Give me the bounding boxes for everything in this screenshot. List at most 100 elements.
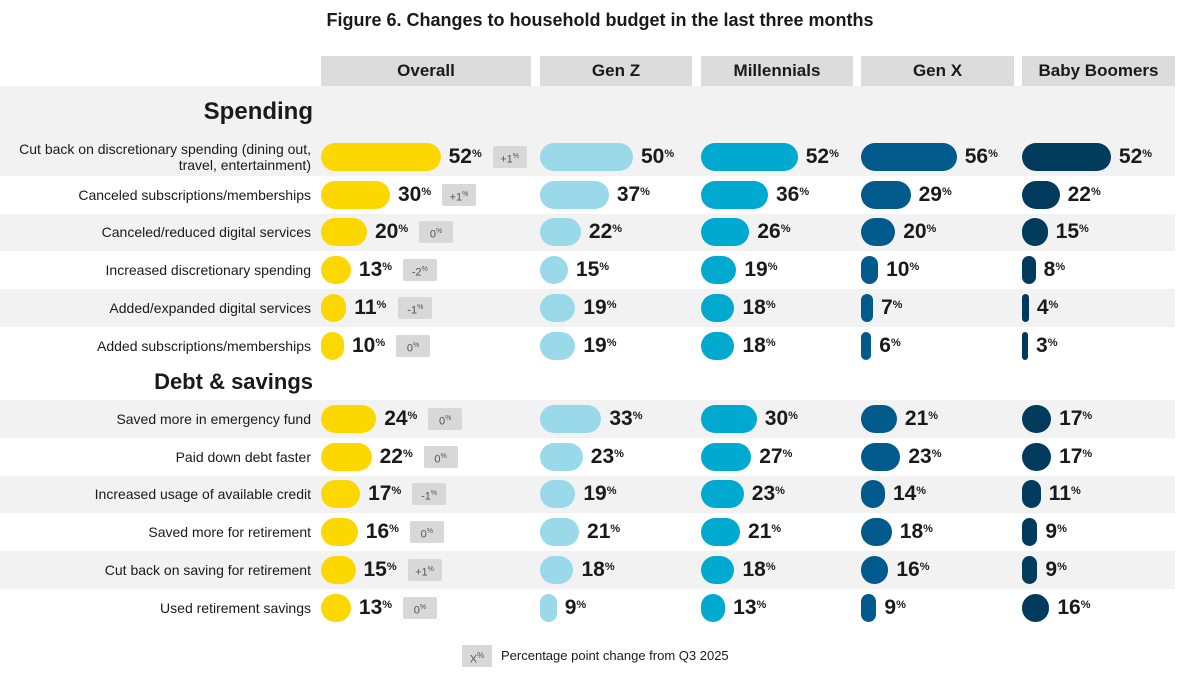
data-label: 20% — [903, 220, 937, 244]
data-label: 16% — [896, 557, 930, 581]
bar — [540, 593, 557, 622]
chart-title: Figure 6. Changes to household budget in… — [326, 10, 874, 30]
bar — [540, 293, 576, 322]
bar — [701, 405, 757, 433]
data-label: 9% — [1045, 520, 1067, 544]
data-label: 18% — [581, 557, 615, 581]
bar — [861, 442, 901, 471]
bar — [321, 180, 390, 209]
data-label: 14% — [892, 482, 927, 506]
data-label: 16% — [1057, 595, 1091, 619]
change-badge: +1% — [492, 146, 527, 168]
bar — [1022, 593, 1050, 622]
data-label: 20% — [375, 220, 409, 244]
bar — [861, 555, 889, 584]
data-label: 11% — [354, 295, 387, 319]
change-badge: -1% — [412, 483, 447, 506]
change-badge: 0% — [409, 521, 444, 544]
data-label: 10% — [886, 258, 920, 282]
data-label: 17% — [1059, 444, 1093, 468]
bar — [321, 555, 356, 584]
row-label: Added/expanded digital services — [109, 299, 311, 316]
header-band — [0, 86, 1175, 138]
bar — [701, 518, 741, 547]
bar — [701, 593, 726, 622]
data-label: 50% — [641, 145, 675, 168]
bar — [701, 143, 798, 171]
row-band — [0, 289, 1175, 327]
bar — [861, 180, 911, 209]
bar — [1022, 218, 1048, 247]
bar — [321, 331, 344, 360]
data-label: 6% — [879, 333, 901, 357]
bar — [701, 180, 768, 209]
data-label: 7% — [880, 295, 903, 319]
bar — [861, 518, 892, 547]
row-label: Canceled subscriptions/memberships — [78, 186, 311, 203]
bar — [861, 143, 957, 171]
change-badge: -2% — [402, 259, 437, 282]
row-label: Cut back on saving for retirement — [104, 561, 311, 578]
bar — [540, 180, 609, 209]
change-badge: -1% — [398, 296, 433, 319]
legend-text: Percentage point change from Q3 2025 — [501, 648, 729, 663]
bar — [701, 256, 737, 285]
bar — [1022, 180, 1060, 209]
bar — [861, 480, 885, 509]
data-label: 13% — [358, 595, 393, 619]
bar — [861, 293, 873, 322]
bar — [540, 405, 602, 433]
bar — [861, 218, 896, 247]
data-label: 52% — [1118, 145, 1153, 168]
section-label: Debt & savings — [154, 369, 313, 394]
bar — [701, 555, 735, 584]
bar — [540, 218, 581, 247]
bar — [861, 256, 879, 285]
bar — [321, 593, 351, 622]
data-label: 33% — [609, 407, 643, 430]
data-label: 23% — [751, 482, 785, 506]
data-label: 11% — [1048, 482, 1081, 506]
data-label: 15% — [575, 258, 610, 282]
row-label: Increased usage of available credit — [94, 486, 311, 503]
bar — [321, 442, 372, 471]
bar — [540, 442, 583, 471]
legend-swatch: X% — [462, 645, 492, 667]
bar — [1022, 293, 1029, 322]
data-label: 18% — [742, 333, 776, 357]
bar — [540, 518, 580, 547]
bar — [540, 256, 568, 285]
data-label: 9% — [1045, 557, 1067, 581]
bar — [1022, 480, 1041, 509]
data-label: 52% — [448, 145, 482, 168]
change-badge: 0% — [402, 596, 437, 619]
bar — [1022, 442, 1052, 471]
bar — [540, 480, 576, 509]
bar — [1022, 331, 1028, 360]
data-label: 23% — [908, 444, 942, 468]
row-label: Canceled/reduced digital services — [101, 224, 311, 241]
change-badge: 0% — [428, 408, 463, 430]
data-label: 15% — [1055, 220, 1089, 244]
data-label: 30% — [398, 182, 432, 206]
bar — [321, 256, 351, 285]
data-label: 4% — [1036, 295, 1059, 319]
change-badge: +1% — [407, 558, 442, 581]
data-label: 10% — [352, 333, 386, 357]
bar — [1022, 555, 1038, 584]
row-label: Paid down debt faster — [175, 448, 311, 465]
column-header-baby-boomers: Baby Boomers — [1022, 56, 1175, 86]
bar — [1022, 405, 1052, 433]
row-band — [0, 475, 1175, 514]
row-label: Added subscriptions/memberships — [97, 337, 311, 354]
change-badge: +1% — [442, 183, 476, 206]
bar — [540, 555, 574, 584]
data-label: 22% — [588, 220, 623, 244]
row-label: Increased discretionary spending — [105, 262, 311, 279]
data-label: 16% — [365, 520, 399, 544]
bar — [321, 143, 441, 171]
row-band — [0, 551, 1175, 589]
bar — [1022, 143, 1111, 171]
data-label: 21% — [904, 407, 939, 430]
change-badge: 0% — [396, 334, 430, 357]
